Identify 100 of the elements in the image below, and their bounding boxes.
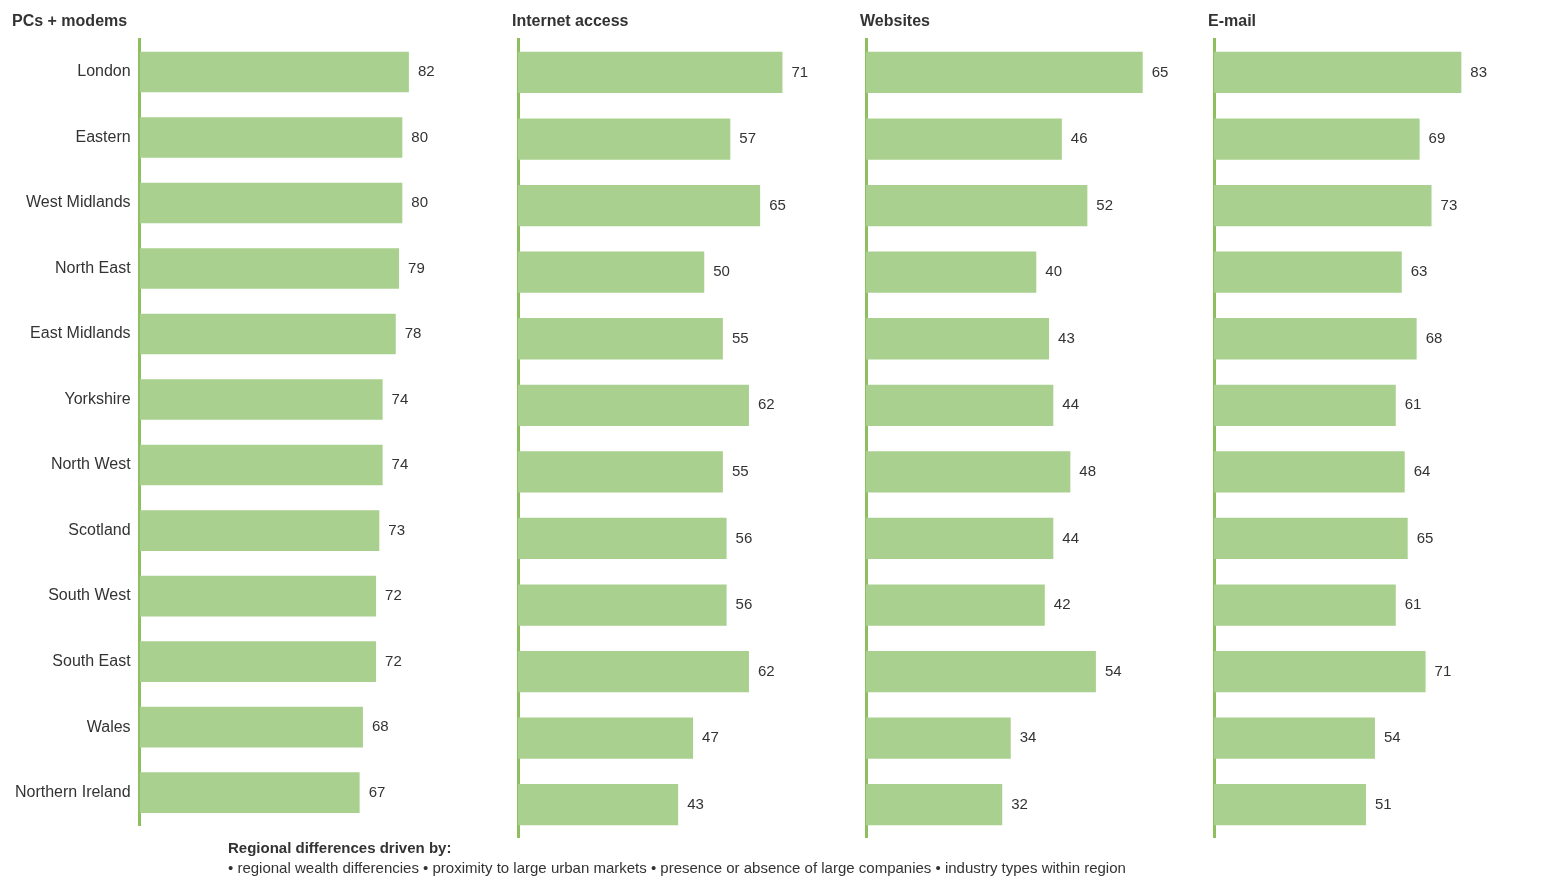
data-label: 73	[388, 520, 406, 538]
data-label: 62	[757, 395, 775, 413]
bar	[518, 717, 694, 759]
y-tick-label: South West	[48, 586, 132, 604]
data-label: 42	[1053, 595, 1071, 613]
bar	[866, 384, 1054, 426]
data-label: 56	[735, 528, 753, 546]
data-label: 55	[731, 462, 749, 480]
y-tick-label: West Midlands	[25, 193, 131, 211]
bar	[1214, 517, 1408, 560]
data-label: 61	[1404, 395, 1422, 413]
bar	[518, 517, 727, 560]
y-tick-label: Wales	[86, 717, 131, 735]
data-label: 52	[1096, 195, 1114, 213]
data-label: 74	[391, 455, 409, 473]
bar	[866, 318, 1050, 360]
bar	[518, 451, 723, 493]
bar	[139, 444, 383, 486]
data-label: 44	[1062, 395, 1079, 413]
data-label: 44	[1062, 528, 1079, 546]
data-label: 63	[1410, 262, 1428, 280]
data-label: 74	[391, 389, 409, 407]
bar	[139, 706, 363, 748]
data-label: 68	[371, 717, 389, 735]
data-label: 65	[769, 195, 786, 213]
data-label: 61	[1404, 595, 1422, 613]
bar	[139, 641, 377, 682]
bar	[518, 184, 761, 227]
bar	[1214, 784, 1366, 826]
data-label: 51	[1374, 794, 1392, 812]
data-label: 43	[1058, 328, 1075, 346]
y-tick-label: Yorkshire	[64, 389, 131, 407]
y-tick-label: Scotland	[68, 520, 131, 538]
y-tick-label: Northern Ireland	[14, 783, 131, 801]
bar	[139, 117, 403, 158]
data-label: 83	[1470, 62, 1488, 80]
data-label: 46	[1070, 129, 1088, 147]
bar	[866, 184, 1088, 227]
data-label: 64	[1413, 462, 1431, 480]
data-label: 47	[702, 728, 719, 746]
bar	[866, 251, 1037, 293]
data-label: 50	[713, 262, 730, 280]
bar	[139, 182, 403, 224]
bar	[518, 318, 723, 360]
bar	[518, 784, 679, 826]
data-label: 82	[417, 62, 435, 80]
data-label: 69	[1428, 129, 1446, 147]
data-label: 78	[404, 324, 422, 342]
bar	[1214, 584, 1396, 626]
bar	[139, 313, 396, 355]
bar	[866, 51, 1143, 94]
bar	[1214, 384, 1396, 426]
data-label: 72	[385, 586, 402, 604]
bar	[866, 650, 1096, 693]
bar	[866, 584, 1045, 626]
y-tick-label: Eastern	[75, 127, 131, 145]
data-label: 40	[1045, 262, 1062, 280]
bar	[1214, 650, 1426, 693]
data-label: 56	[735, 595, 753, 613]
bar	[866, 517, 1054, 560]
bar	[139, 379, 383, 420]
bar	[518, 584, 727, 626]
bar	[518, 251, 705, 293]
bar	[1214, 318, 1417, 360]
data-label: 57	[739, 129, 757, 147]
bar	[139, 510, 380, 551]
bar	[866, 118, 1062, 160]
text: Regional differences driven by:	[228, 838, 453, 858]
data-label: 68	[1425, 328, 1443, 346]
bar	[518, 650, 749, 693]
bar	[1214, 184, 1432, 227]
data-label: 73	[1440, 195, 1458, 213]
data-label: 34	[1019, 728, 1037, 746]
data-label: 72	[385, 651, 402, 669]
data-label: 65	[1416, 528, 1434, 546]
data-label: 79	[408, 258, 425, 276]
bar	[139, 575, 377, 617]
bar	[1214, 251, 1402, 293]
chart-title: E-mail	[1208, 12, 1257, 30]
data-label: 54	[1104, 661, 1122, 679]
chart-title: Websites	[860, 12, 931, 30]
data-label: 48	[1079, 462, 1097, 480]
bar	[1214, 51, 1462, 94]
y-tick-label: East Midlands	[30, 324, 131, 342]
bar	[518, 384, 749, 426]
data-label: 71	[1434, 661, 1452, 679]
bar	[139, 772, 360, 813]
chart-title: PCs + modems	[12, 12, 128, 30]
y-tick-label: London	[77, 62, 131, 80]
bar	[518, 51, 783, 94]
data-label: 65	[1151, 62, 1169, 80]
data-label: 43	[687, 794, 704, 812]
bar	[1214, 118, 1420, 160]
y-tick-label: North West	[50, 455, 132, 473]
bar	[518, 118, 731, 160]
data-label: 55	[731, 328, 749, 346]
data-label: 62	[757, 661, 775, 679]
y-tick-label: South East	[52, 652, 132, 670]
data-label: 80	[411, 193, 429, 211]
bar	[866, 717, 1011, 759]
